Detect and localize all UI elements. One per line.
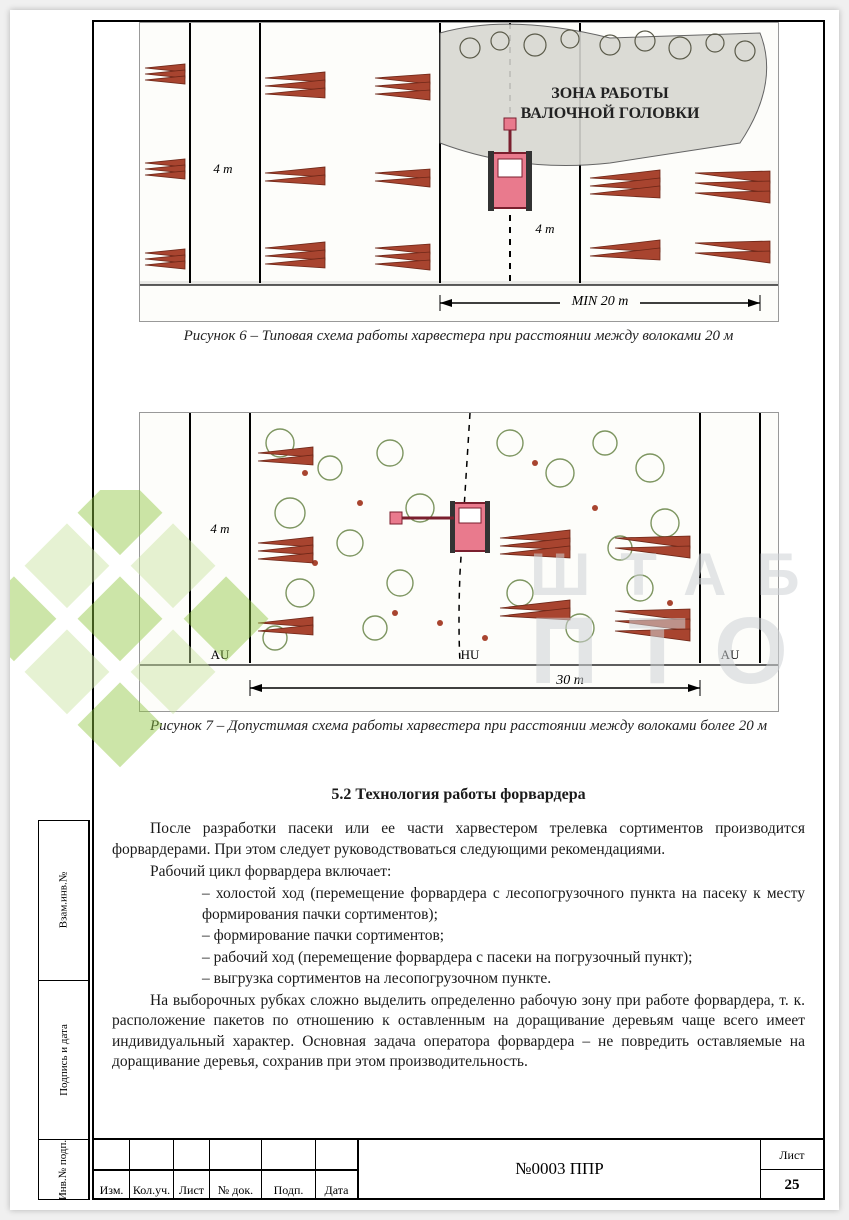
paragraph-2: Рабочий цикл форвардера включает: xyxy=(112,862,805,882)
paragraph-3: На выборочных рубках сложно выделить опр… xyxy=(112,991,805,1073)
section-heading: 5.2 Технология работы форвардера xyxy=(112,784,805,805)
svg-text:ВАЛОЧНОЙ ГОЛОВКИ: ВАЛОЧНОЙ ГОЛОВКИ xyxy=(520,103,699,122)
page: ШТАБ ПТО Инв.№ подп. Подпись и дата Взам… xyxy=(10,10,839,1210)
strip-label: Инв.№ подп. xyxy=(58,1139,70,1199)
svg-text:4 m: 4 m xyxy=(213,161,232,176)
strip-label: Подпись и дата xyxy=(58,1024,70,1096)
list-item: формирование пачки сортиментов; xyxy=(202,926,805,946)
tb-col: Дата xyxy=(316,1171,358,1200)
svg-text:MIN 20 m: MIN 20 m xyxy=(570,294,628,309)
bullet-list: холостой ход (перемещение форвардера с л… xyxy=(112,884,805,989)
figure-6: 4 m 4 m ЗОНА РАБОТЫ ВАЛОЧНОЙ ГОЛОВКИ xyxy=(106,22,811,345)
tb-col: Подп. xyxy=(262,1171,316,1200)
left-stamp-strip: Инв.№ подп. Подпись и дата Взам.инв.№ xyxy=(38,820,90,1200)
body-text: 5.2 Технология работы форвардера После р… xyxy=(112,784,805,1075)
figure-7-image: 4 m xyxy=(139,412,779,712)
figure-7: 4 m xyxy=(106,412,811,735)
svg-text:4 m: 4 m xyxy=(535,221,554,236)
svg-text:ЗОНА РАБОТЫ: ЗОНА РАБОТЫ xyxy=(551,85,669,102)
tb-col: № док. xyxy=(210,1171,262,1200)
svg-text:HU: HU xyxy=(460,647,479,662)
figure-6-caption: Рисунок 6 – Типовая схема работы харвест… xyxy=(164,328,754,345)
page-label-merged: Лист xyxy=(761,1140,823,1170)
strip-cell-inv: Инв.№ подп. xyxy=(39,1139,88,1199)
content-frame: 4 m 4 m ЗОНА РАБОТЫ ВАЛОЧНОЙ ГОЛОВКИ xyxy=(92,20,825,1200)
svg-text:30 m: 30 m xyxy=(555,673,584,688)
svg-text:AU: AU xyxy=(210,647,229,662)
list-item: рабочий ход (перемещение форвардера с па… xyxy=(202,948,805,968)
list-item: холостой ход (перемещение форвардера с л… xyxy=(202,884,805,925)
page-number-merged: 25 xyxy=(761,1170,823,1200)
strip-cell-vzam: Взам.инв.№ xyxy=(39,821,88,980)
doc-number-text-merged: №0003 ППР xyxy=(515,1159,603,1179)
tb-col: Кол.уч. xyxy=(130,1171,174,1200)
tb-col: Изм. xyxy=(94,1171,130,1200)
figure-7-caption: Рисунок 7 – Допустимая схема работы харв… xyxy=(130,718,787,735)
svg-text:4 m: 4 m xyxy=(210,521,229,536)
figure-6-image: 4 m 4 m ЗОНА РАБОТЫ ВАЛОЧНОЙ ГОЛОВКИ xyxy=(139,22,779,322)
list-item: выгрузка сортиментов на лесопогрузочном … xyxy=(202,969,805,989)
strip-cell-sign: Подпись и дата xyxy=(39,980,88,1140)
strip-label: Взам.инв.№ xyxy=(58,872,70,929)
title-block: №0003 ППР Лист 25 Изм. Кол.уч. Лист № до… xyxy=(94,1138,823,1198)
svg-text:AU: AU xyxy=(720,647,739,662)
paragraph-1: После разработки пасеки или ее части хар… xyxy=(112,819,805,860)
tb-col: Лист xyxy=(174,1171,210,1200)
